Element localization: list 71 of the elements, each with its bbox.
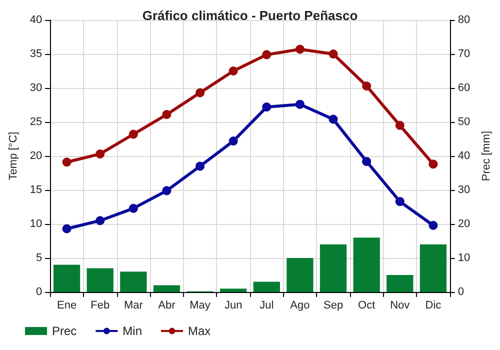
y2-tick-label: 80 <box>458 14 470 26</box>
bar <box>353 238 380 292</box>
bar <box>86 268 114 292</box>
y2-tick-label: 40 <box>458 150 470 162</box>
legend-label: Min <box>122 324 142 338</box>
point <box>128 130 138 139</box>
legend-label: Prec <box>52 324 77 338</box>
y2-tick-label: 10 <box>458 252 470 264</box>
y-tick-label: 5 <box>36 252 42 264</box>
bar <box>286 258 314 292</box>
chart-title: Gráfico climático - Puerto Peñasco <box>142 8 358 23</box>
y2-tick-label: 70 <box>458 48 470 60</box>
point <box>162 186 172 196</box>
x-tick-label: Jun <box>224 300 242 312</box>
bar <box>153 285 180 292</box>
y-tick-label: 30 <box>30 82 42 94</box>
y-tick-label: 35 <box>30 48 42 60</box>
x-tick-label: Jul <box>260 300 274 312</box>
point <box>295 44 304 54</box>
point <box>228 66 238 76</box>
bar <box>420 244 447 292</box>
y-tick-label: 20 <box>30 150 42 162</box>
point <box>62 224 72 234</box>
x-tick-label: Mar <box>124 300 144 312</box>
point <box>228 136 238 146</box>
y2-axis-title: Prec [mm] <box>480 130 492 182</box>
point <box>395 197 404 206</box>
x-tick-label: Dic <box>425 300 442 312</box>
x-tick-label: May <box>190 300 211 312</box>
x-tick-label: Oct <box>358 300 376 312</box>
point <box>362 81 372 90</box>
bar <box>220 288 247 292</box>
y-tick-label: 15 <box>30 184 42 196</box>
bar <box>320 244 347 292</box>
x-tick-label: Nov <box>390 300 410 312</box>
point <box>62 158 72 167</box>
point <box>96 216 105 226</box>
y2-tick-label: 50 <box>458 116 470 128</box>
point <box>395 120 404 130</box>
y2-tick-label: 30 <box>458 184 470 196</box>
point <box>196 88 205 98</box>
point <box>128 204 138 213</box>
bar <box>53 264 80 292</box>
x-tick-label: Sep <box>323 300 344 312</box>
x-tick-label: Ene <box>57 300 77 312</box>
x-tick-label: Feb <box>90 300 110 312</box>
x-tick-label: Abr <box>158 300 176 312</box>
point <box>262 102 272 112</box>
point <box>96 149 105 158</box>
y-tick-label: 0 <box>36 286 42 298</box>
y-tick-label: 25 <box>30 116 42 128</box>
point <box>295 100 304 109</box>
y-axis-title: Temp [°C] <box>8 132 20 180</box>
y-tick-label: 10 <box>30 218 42 230</box>
bar <box>386 275 414 292</box>
point <box>428 220 438 230</box>
y2-tick-label: 20 <box>458 218 470 230</box>
bar <box>120 272 147 292</box>
point <box>196 162 205 171</box>
x-tick-label: Ago <box>290 300 310 312</box>
point <box>362 156 372 166</box>
y2-tick-label: 60 <box>458 82 470 94</box>
legend-label: Max <box>188 324 211 338</box>
point <box>162 110 172 120</box>
point <box>428 160 438 169</box>
y-tick-label: 40 <box>30 14 42 26</box>
point <box>262 50 272 60</box>
bar <box>253 282 280 292</box>
point <box>328 50 338 58</box>
point <box>328 114 338 124</box>
y2-tick-label: 0 <box>458 286 464 298</box>
